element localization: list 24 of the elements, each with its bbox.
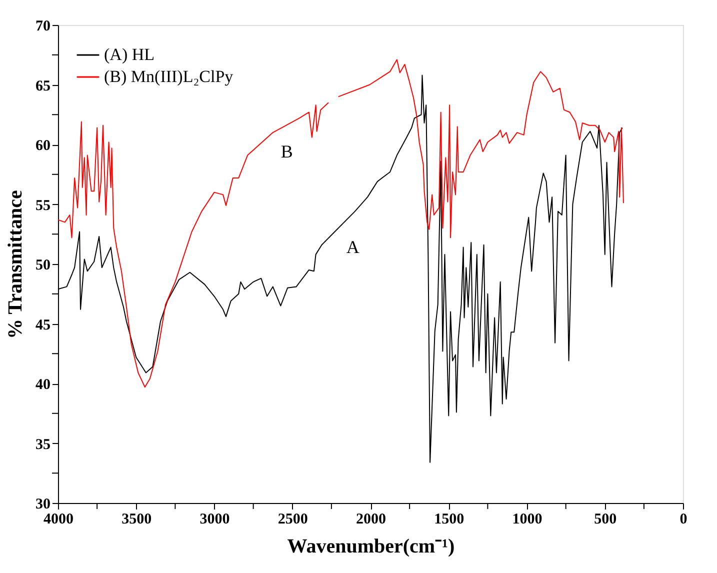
x-tick-label: 2500 [278, 512, 308, 528]
x-axis-title: Wavenumber(cm⁻¹) [287, 536, 455, 558]
x-tick-label: 1500 [434, 512, 464, 528]
x-tick-label: 1000 [512, 512, 542, 528]
x-tick-label: 3500 [122, 512, 152, 528]
y-tick-label: 65 [36, 78, 50, 94]
y-tick-label: 30 [36, 496, 50, 512]
x-tick-label: 3000 [200, 512, 230, 528]
legend-label: (A) HL [104, 45, 155, 64]
annotation: A [346, 237, 360, 258]
y-tick-label: 40 [36, 377, 50, 393]
x-tick-label: 4000 [44, 512, 74, 528]
annotation: B [280, 142, 293, 162]
x-tick-label: 2000 [356, 512, 386, 528]
y-tick-label: 45 [36, 317, 50, 334]
legend-label: (B) Mn(III)L₂ClPy [104, 67, 234, 86]
x-tick-label: 500 [594, 512, 617, 528]
y-tick-label: 35 [36, 436, 50, 453]
y-tick-label: 50 [36, 258, 50, 274]
x-tick-label: 0 [680, 512, 688, 528]
y-tick-label: 60 [36, 138, 50, 154]
y-tick-label: 70 [36, 18, 50, 34]
y-axis-title: % Transmittance [4, 190, 26, 339]
y-tick-label: 55 [36, 198, 50, 214]
